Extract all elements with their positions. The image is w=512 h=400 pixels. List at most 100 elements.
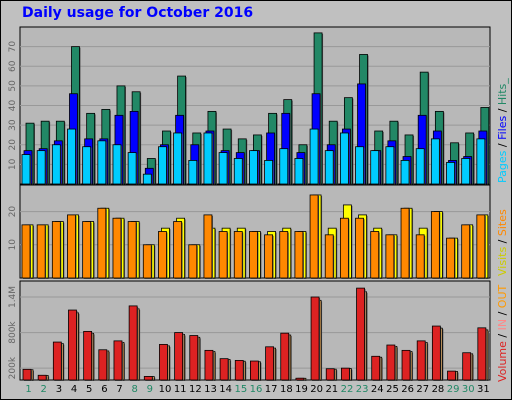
hits-files-pages-tick-label: 60 [8,60,18,72]
bar-volume [143,376,153,381]
bar-sites [21,224,31,279]
legend-entry: Volume [496,341,509,382]
bar-sites [142,244,152,279]
day-label: 13 [204,384,217,395]
bar-sites [415,234,425,279]
bar-volume [250,360,259,381]
bar-volume [340,367,350,381]
day-label: 4 [71,384,77,395]
bar-volume [68,309,77,381]
day-label: 21 [325,384,338,395]
day-label: 16 [250,384,263,395]
hits-files-pages-tick-label: 10 [8,158,18,170]
bar-sites [446,237,455,279]
day-label: 1 [25,384,31,395]
bar-pages [400,160,410,185]
bar-volume [416,340,426,381]
bar-volume [431,325,441,381]
legend-pages-files-hits: Pages / Files / Hits_ [496,28,510,183]
bar-sites [51,221,61,279]
bar-volume [462,352,472,381]
bar-pages [51,144,61,185]
bar-volume [310,296,320,381]
bar-pages [461,158,471,185]
bar-sites [67,214,76,279]
bar-volume [265,346,274,381]
day-label: 31 [477,384,490,395]
hits-files-pages-tick-label: 70 [8,41,18,53]
legend-entry: / [496,330,509,342]
day-label: 30 [462,384,475,395]
bar-pages [324,150,334,185]
legend-entry: OUT [496,284,509,309]
bar-volume [174,332,184,381]
day-label: 2 [41,384,47,395]
bar-sites [36,224,46,279]
day-label: 3 [56,384,62,395]
legend-entry: / [496,308,509,319]
bar-volume [371,355,381,381]
day-label: 12 [189,384,202,395]
bar-pages [385,146,395,185]
hits-files-pages-tick-label: 20 [8,139,18,151]
volume-tick-label: 1.4M [8,286,18,308]
bar-sites [173,221,183,279]
bar-volume [234,360,244,381]
day-label: 8 [132,384,138,395]
bar-sites [233,231,243,279]
bar-sites [158,231,167,279]
volume-tick-label: 800k [8,321,18,344]
bar-pages [67,128,76,185]
bar-volume [219,358,229,381]
bar-sites [112,217,122,279]
bar-sites [249,231,258,279]
bar-pages [112,144,122,185]
legend-entry: Pages [496,150,509,183]
day-label: 26 [401,384,414,395]
day-label: 24 [371,384,384,395]
legend-entry: / [496,105,509,116]
bar-sites [97,207,107,279]
legend-volume-in-out: Volume / IN / OUT [496,280,510,382]
bar-pages [203,132,213,185]
bar-volume [386,344,396,381]
bar-pages [339,132,349,185]
day-label: 10 [159,384,172,395]
bar-pages [249,150,258,185]
visits-sites-tick-label: 20 [8,206,18,218]
bar-pages [415,148,425,185]
bar-volume [22,368,32,381]
bar-sites [218,231,228,279]
bar-volume [52,341,62,381]
bar-volume [204,349,214,381]
bar-volume [401,349,411,381]
bar-pages [158,146,167,185]
visits-sites-tick-label: 10 [8,239,18,251]
bar-pages [279,148,289,185]
bar-volume [83,330,93,381]
bar-pages [142,173,152,185]
bar-volume [295,377,305,381]
day-label: 29 [447,384,460,395]
day-label: 20 [310,384,323,395]
bar-pages [82,146,92,185]
day-label: 23 [356,384,369,395]
bar-pages [476,138,486,185]
bar-sites [339,217,349,279]
legend-entry: Hits_ [496,78,509,106]
bar-pages [355,146,364,185]
bar-sites [294,231,304,279]
bar-volume [356,287,365,381]
bar-pages [218,152,228,185]
bar-sites [385,234,395,279]
legend-entry: Visits [496,246,509,276]
bar-sites [82,221,92,279]
bar-pages [370,150,380,185]
bar-sites [430,211,440,279]
hits-files-pages-tick-label: 30 [8,119,18,131]
chart-title: Daily usage for October 2016 [22,5,254,21]
bar-volume [113,340,123,381]
day-label: 28 [432,384,445,395]
day-label: 14 [219,384,232,395]
